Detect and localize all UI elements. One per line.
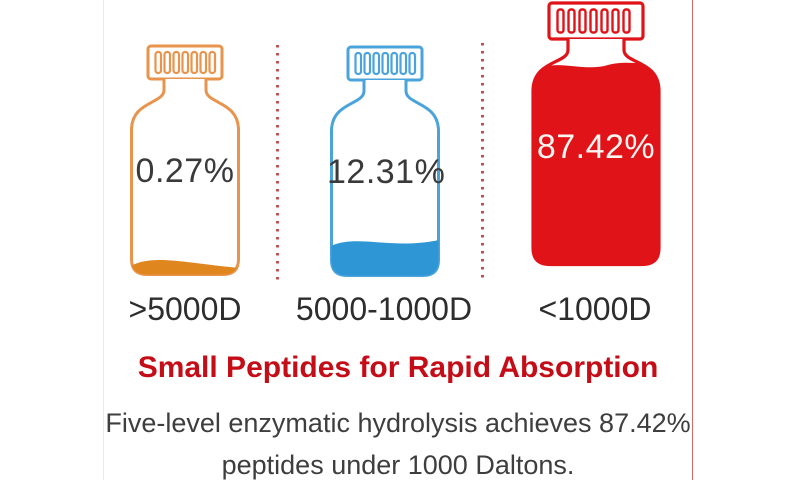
bottle-icon: [531, 1, 661, 267]
bottle-lt1000d: 87.42%: [530, 1, 662, 269]
headline: Small Peptides for Rapid Absorption: [137, 351, 659, 384]
bottle-icon: [130, 44, 240, 276]
bottle-cap-icon: [547, 1, 645, 41]
left-border-line: [103, 0, 104, 480]
weight-range-label: >5000D: [128, 291, 242, 327]
right-border-line: [692, 0, 693, 480]
divider-dotted-1: [276, 45, 279, 283]
percent-label: 12.31%: [327, 153, 446, 191]
subtitle-line-1: Five-level enzymatic hydrolysis achieves…: [105, 408, 691, 438]
bottle-cap-icon: [146, 44, 224, 81]
percent-label: 87.42%: [536, 128, 656, 166]
liquid-high: [533, 58, 659, 265]
weight-range-label: 5000-1000D: [295, 291, 473, 327]
bottle-icon: [330, 45, 440, 277]
divider-dotted-2: [481, 43, 484, 281]
subtitle: Five-level enzymatic hydrolysis achieves…: [103, 402, 693, 480]
subtitle-line-2: peptides under 1000 Daltons.: [221, 450, 575, 480]
bottle-gt5000d: 0.27%: [127, 44, 243, 278]
percent-label: 0.27%: [135, 152, 235, 190]
bottle-cap-icon: [346, 45, 424, 82]
bottle-5000-1000d: 12.31%: [327, 45, 446, 279]
liquid-trace: [131, 260, 239, 275]
liquid-low: [331, 240, 439, 276]
weight-range-label: <1000D: [538, 291, 652, 327]
